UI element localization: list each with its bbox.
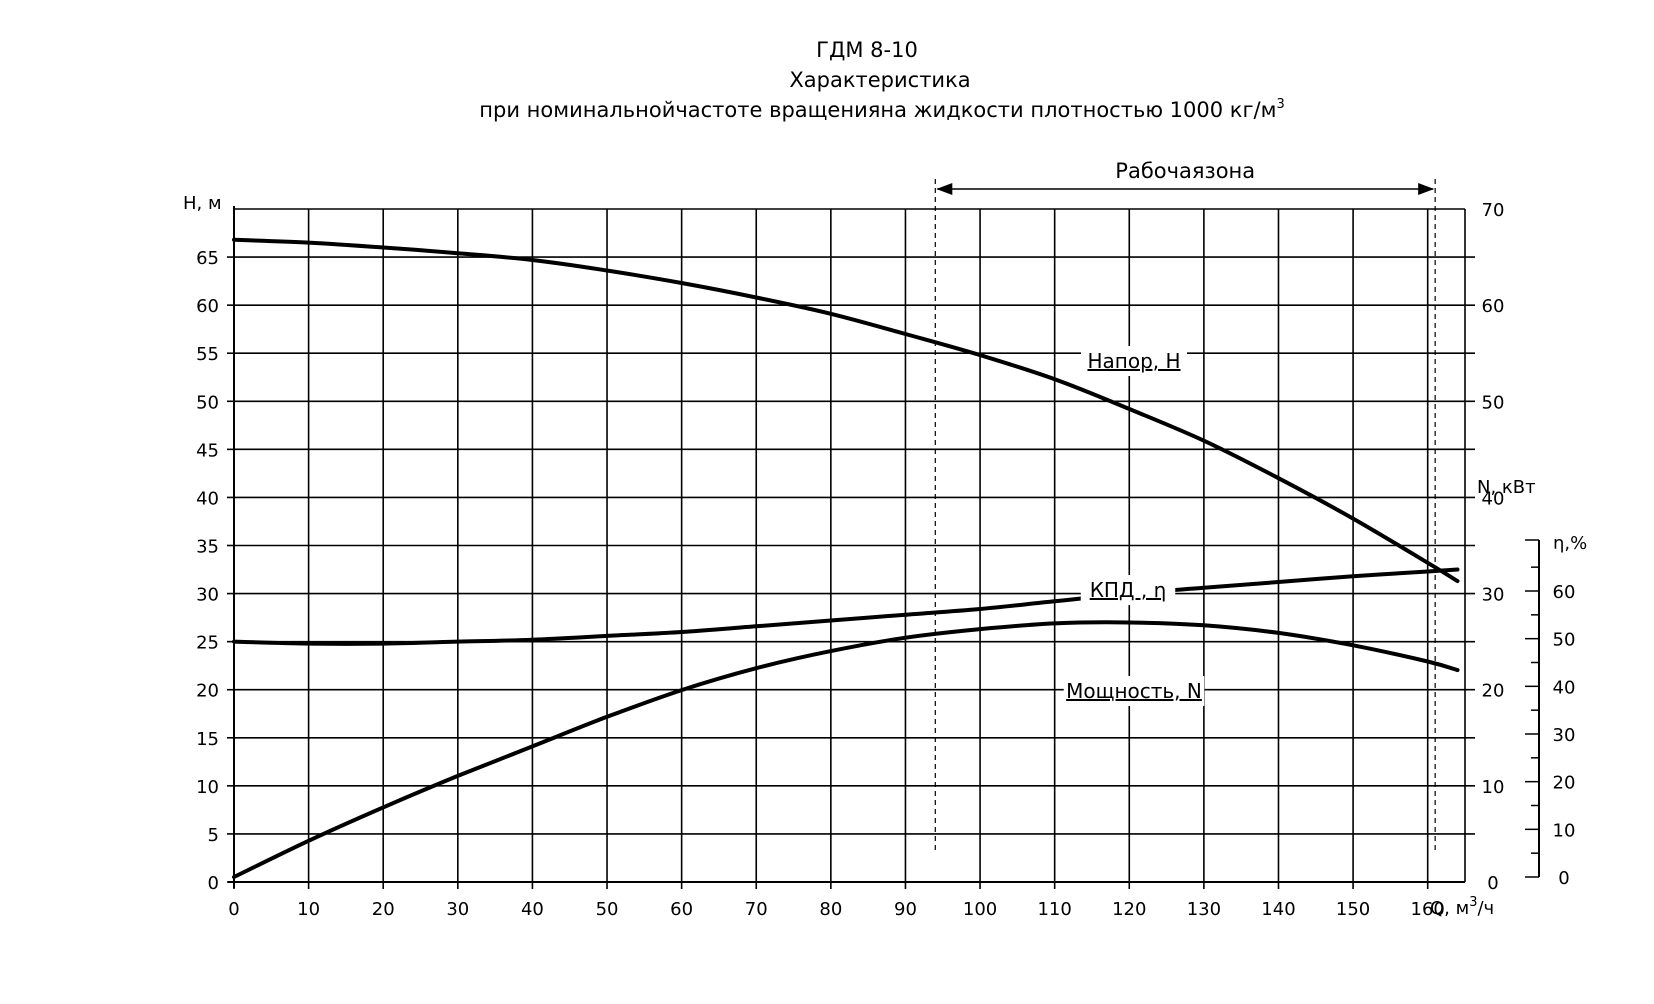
x-axis-title-suffix: /ч	[1477, 898, 1494, 919]
efficiency-curve-label: КПД , η	[1090, 578, 1167, 602]
y-left-tick-label-35: 35	[196, 537, 219, 558]
curves-layer	[232, 237, 1460, 879]
chart-subtitle-line1: Характеристика	[789, 68, 970, 92]
x-tick-label-0: 0	[228, 899, 239, 920]
x-tick-label-20: 20	[372, 899, 395, 920]
working-zone: Рабочаязона	[934, 159, 1436, 850]
y-power-tick-label-30: 30	[1482, 585, 1505, 606]
y-left-tick-label-50: 50	[196, 392, 219, 413]
y-power-tick-label-10: 10	[1482, 777, 1505, 798]
x-tick-label-40: 40	[521, 899, 544, 920]
x-tick-label-130: 130	[1187, 899, 1221, 920]
labels-layer: Напор, H КПД , η Мощность, N	[1063, 346, 1205, 706]
y-left-tick-label-0: 0	[208, 873, 219, 894]
working-zone-label: Рабочаязона	[1115, 159, 1255, 183]
y-left-tick-label-5: 5	[208, 825, 219, 846]
power-curve	[232, 567, 1460, 646]
subtitle-main-text: при номинальнойчастоте вращенияна жидкос…	[479, 98, 1276, 122]
y-eff-tick-label-60: 60	[1553, 582, 1576, 603]
y-eff-tick-label-40: 40	[1553, 677, 1576, 698]
efficiency-curve-label-bg	[1080, 575, 1176, 605]
x-tick-label-50: 50	[596, 899, 619, 920]
zone-arrow-head-left	[936, 183, 953, 195]
chart-subtitle-line2: при номинальнойчастоте вращенияна жидкос…	[479, 97, 1284, 122]
y-power-tick-label-70: 70	[1482, 200, 1505, 221]
power-curve-label: Мощность, N	[1066, 679, 1202, 703]
y-left-tick-label-40: 40	[196, 488, 219, 509]
x-tick-label-90: 90	[894, 899, 917, 920]
x-tick-label-30: 30	[446, 899, 469, 920]
x-axis-title-sup: 3	[1469, 895, 1477, 910]
head-curve	[232, 237, 1460, 584]
y-eff-axis-title: η,%	[1553, 533, 1587, 554]
x-axis-title: Q, м3/ч	[1430, 895, 1494, 919]
y-power-tick-label-40: 40	[1482, 488, 1505, 509]
y-power-axis-title: N, кВт	[1477, 477, 1536, 498]
y-power-tick-label-60: 60	[1482, 296, 1505, 317]
x-axis-title-main: Q, м	[1430, 898, 1469, 919]
y-eff-tick-label-30: 30	[1553, 725, 1576, 746]
y-eff-tick-label-20: 20	[1553, 773, 1576, 794]
y-power-tick-label-0: 0	[1487, 873, 1498, 894]
y-eff-tick-label-0: 0	[1558, 868, 1569, 889]
y-eff-tick-label-10: 10	[1553, 820, 1576, 841]
head-curve-label-bg	[1081, 346, 1187, 376]
x-tick-label-160: 160	[1411, 899, 1445, 920]
x-tick-label-140: 140	[1261, 899, 1295, 920]
y-left-tick-label-65: 65	[196, 248, 219, 269]
x-tick-label-150: 150	[1336, 899, 1370, 920]
head-curve-label: Напор, H	[1087, 349, 1180, 373]
subtitle-superscript: 3	[1276, 97, 1284, 112]
y-power-tick-label-20: 20	[1482, 681, 1505, 702]
x-tick-label-120: 120	[1112, 899, 1146, 920]
y-eff-tick-label-50: 50	[1553, 630, 1576, 651]
y-left-tick-label-10: 10	[196, 777, 219, 798]
zone-arrow-head-right	[1418, 183, 1435, 195]
power-curve-label-bg	[1063, 676, 1205, 706]
x-tick-label-100: 100	[963, 899, 997, 920]
y-left-tick-label-20: 20	[196, 681, 219, 702]
y-left-tick-label-60: 60	[196, 296, 219, 317]
grid-layer	[234, 208, 1475, 882]
chart-title: ГДМ 8-10	[816, 38, 918, 62]
efficiency-curve	[232, 620, 1460, 879]
x-tick-label-60: 60	[670, 899, 693, 920]
x-tick-label-10: 10	[297, 899, 320, 920]
x-tick-label-110: 110	[1037, 899, 1071, 920]
x-tick-label-70: 70	[745, 899, 768, 920]
y-left-tick-label-30: 30	[196, 585, 219, 606]
y-left-tick-label-15: 15	[196, 729, 219, 750]
y-power-tick-label-50: 50	[1482, 392, 1505, 413]
y-left-tick-label-45: 45	[196, 440, 219, 461]
x-tick-label-80: 80	[819, 899, 842, 920]
y-left-axis-title: H, м	[183, 193, 222, 214]
y-left-tick-label-25: 25	[196, 633, 219, 654]
y-left-tick-label-55: 55	[196, 344, 219, 365]
